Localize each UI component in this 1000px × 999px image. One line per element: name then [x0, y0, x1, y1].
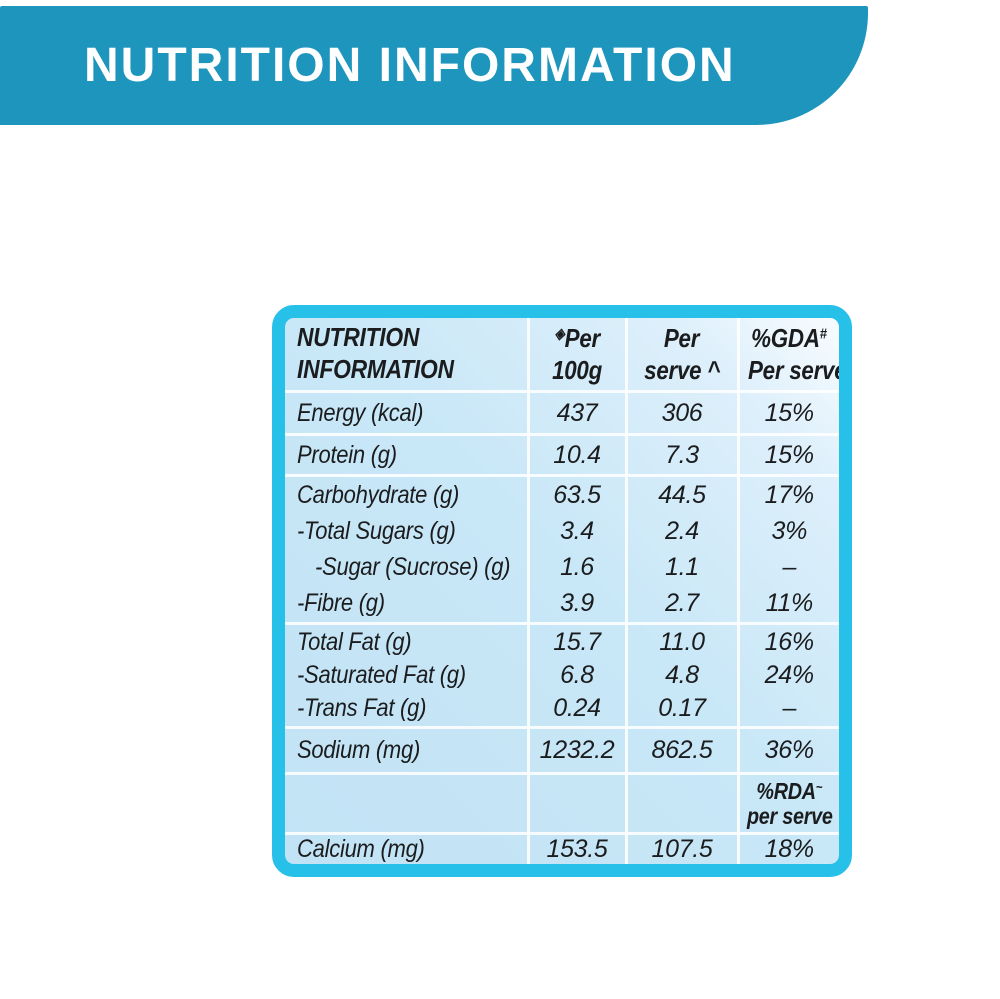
- sodium-per-serve: 862.5: [624, 726, 740, 775]
- header-banner: NUTRITION INFORMATION: [0, 6, 868, 125]
- carb-per-100g-values: 63.5 3.4 1.6 3.9: [526, 474, 628, 625]
- saturated-fat-label: -Saturated Fat (g): [297, 661, 466, 690]
- energy-per-100g: 437: [526, 390, 628, 436]
- protein-gda: 15%: [736, 433, 839, 477]
- calcium-gda: 18%: [736, 832, 839, 864]
- energy-per-serve: 306: [624, 390, 740, 436]
- nutrition-table-grid: NUTRITION INFORMATION ◈Per 100g Per serv…: [285, 318, 839, 864]
- header-gda-per-serve: %GDA# Per serve: [736, 318, 839, 393]
- sodium-per-100g: 1232.2: [526, 726, 628, 775]
- protein-label: Protein (g): [285, 433, 530, 477]
- row-rda-note: %RDA~ per serve: [285, 772, 839, 835]
- rda-empty-cell-3: [624, 772, 740, 835]
- row-energy: Energy (kcal) 437 306 15%: [285, 390, 839, 436]
- protein-per-100g: 10.4: [526, 433, 628, 477]
- carb-labels: Carbohydrate (g) -Total Sugars (g) -Suga…: [285, 474, 530, 625]
- sugar-sucrose-label: -Sugar (Sucrose) (g): [315, 553, 511, 582]
- header-per-100g: ◈Per 100g: [526, 318, 628, 393]
- trans-fat-label: -Trans Fat (g): [297, 694, 427, 723]
- total-fat-label: Total Fat (g): [297, 628, 412, 657]
- row-calcium: Calcium (mg) 153.5 107.5 18%: [285, 832, 839, 864]
- row-protein: Protein (g) 10.4 7.3 15%: [285, 433, 839, 477]
- header-per-serve: Per serve ^: [624, 318, 740, 393]
- energy-gda: 15%: [736, 390, 839, 436]
- hash-superscript: #: [819, 325, 828, 343]
- rda-empty-cell-1: [285, 772, 530, 835]
- fat-labels: Total Fat (g) -Saturated Fat (g) -Trans …: [285, 622, 530, 729]
- fat-per-100g-values: 15.7 6.8 0.24: [526, 622, 628, 729]
- carbohydrate-label: Carbohydrate (g): [297, 481, 460, 510]
- tilde-superscript: ~: [815, 780, 823, 796]
- carb-gda-values: 17% 3% – 11%: [736, 474, 839, 625]
- row-sodium: Sodium (mg) 1232.2 862.5 36%: [285, 726, 839, 775]
- row-group-carbohydrate: Carbohydrate (g) -Total Sugars (g) -Suga…: [285, 474, 839, 625]
- page-title: NUTRITION INFORMATION: [84, 39, 736, 92]
- sodium-gda: 36%: [736, 726, 839, 775]
- table-header-row: NUTRITION INFORMATION ◈Per 100g Per serv…: [285, 318, 839, 393]
- calcium-per-100g: 153.5: [526, 832, 628, 864]
- rda-note-cell: %RDA~ per serve: [736, 772, 839, 835]
- calcium-label: Calcium (mg): [285, 832, 530, 864]
- fibre-label: -Fibre (g): [297, 589, 385, 618]
- protein-per-serve: 7.3: [624, 433, 740, 477]
- diamond-icon: ◈: [554, 325, 565, 343]
- rda-empty-cell-2: [526, 772, 628, 835]
- total-sugars-label: -Total Sugars (g): [297, 517, 456, 546]
- header-nutrition-information: NUTRITION INFORMATION: [285, 318, 530, 393]
- row-group-fat: Total Fat (g) -Saturated Fat (g) -Trans …: [285, 622, 839, 729]
- energy-label: Energy (kcal): [285, 390, 530, 436]
- fat-gda-values: 16% 24% –: [736, 622, 839, 729]
- fat-per-serve-values: 11.0 4.8 0.17: [624, 622, 740, 729]
- nutrition-table: NUTRITION INFORMATION ◈Per 100g Per serv…: [272, 305, 852, 877]
- carb-per-serve-values: 44.5 2.4 1.1 2.7: [624, 474, 740, 625]
- sodium-label: Sodium (mg): [285, 726, 530, 775]
- calcium-per-serve: 107.5: [624, 832, 740, 864]
